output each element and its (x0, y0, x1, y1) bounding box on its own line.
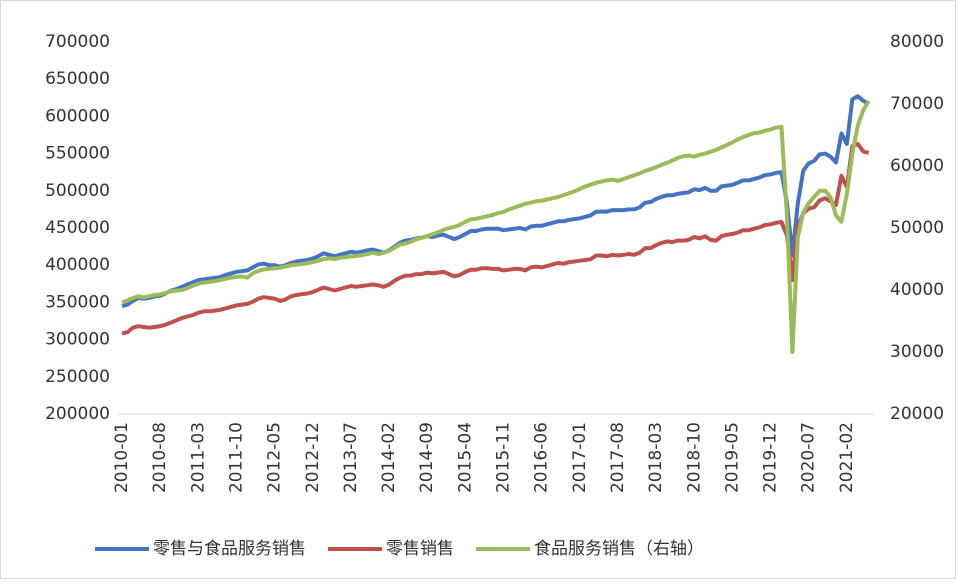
x-tick-label: 2018-10 (684, 422, 704, 493)
series-line (121, 99, 871, 354)
y2-tick-label: 20000 (890, 404, 944, 424)
y-tick-label: 400000 (45, 255, 110, 275)
y-tick-label: 250000 (45, 367, 110, 387)
x-tick-label: 2012-12 (303, 422, 323, 493)
x-tick-label: 2019-12 (761, 422, 781, 493)
x-tick-label: 2011-03 (188, 422, 208, 493)
y2-tick-label: 50000 (890, 218, 944, 238)
legend-label: 零售与食品服务销售 (153, 539, 306, 559)
x-tick-label: 2011-10 (226, 422, 246, 493)
x-tick-label: 2014-09 (417, 422, 437, 493)
series-line (121, 141, 870, 336)
x-tick-label: 2021-02 (837, 422, 857, 493)
x-tick-label: 2018-03 (646, 422, 666, 493)
x-tick-label: 2014-02 (379, 422, 399, 493)
y-tick-label: 650000 (45, 69, 110, 89)
y-tick-label: 600000 (45, 106, 110, 126)
y-tick-label: 500000 (45, 181, 110, 201)
x-tick-label: 2019-05 (722, 422, 742, 493)
y2-tick-label: 70000 (890, 94, 944, 114)
x-tick-label: 2015-04 (455, 422, 475, 493)
y-tick-label: 300000 (45, 330, 110, 350)
y-tick-label: 550000 (45, 144, 110, 164)
x-tick-label: 2010-08 (150, 422, 170, 493)
x-tick-label: 2016-06 (532, 422, 552, 493)
x-tick-label: 2017-08 (608, 422, 628, 493)
legend-label: 食品服务销售（右轴） (534, 539, 704, 559)
legend-label: 零售销售 (386, 539, 454, 559)
y-tick-label: 450000 (45, 218, 110, 238)
y2-tick-label: 40000 (890, 280, 944, 300)
y-tick-label: 200000 (45, 404, 110, 424)
x-tick-label: 2013-07 (341, 422, 361, 493)
y2-tick-label: 30000 (890, 342, 944, 362)
y-tick-label: 700000 (45, 32, 110, 52)
y-tick-label: 350000 (45, 292, 110, 312)
y2-tick-label: 80000 (890, 32, 944, 52)
x-tick-label: 2012-05 (265, 422, 285, 493)
x-tick-label: 2015-11 (494, 422, 514, 493)
x-tick-label: 2020-07 (799, 422, 819, 493)
x-tick-label: 2017-01 (570, 422, 590, 493)
series-line (121, 94, 870, 309)
x-tick-label: 2010-01 (112, 422, 132, 493)
y2-tick-label: 60000 (890, 156, 944, 176)
